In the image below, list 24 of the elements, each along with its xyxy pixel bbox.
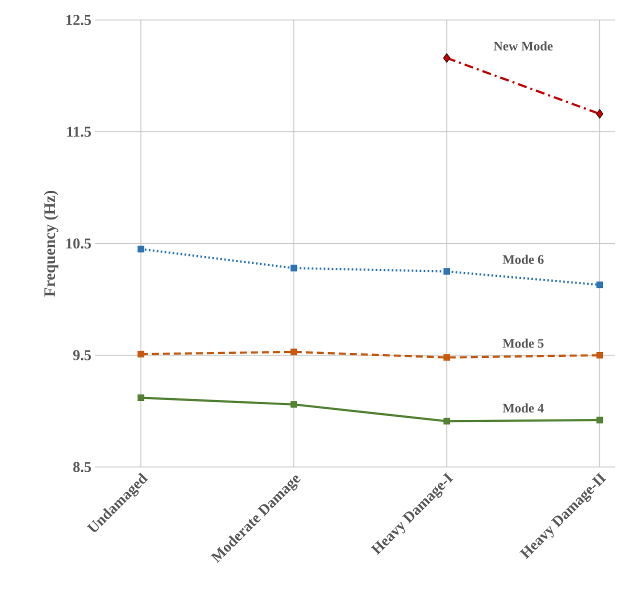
point: [443, 354, 450, 361]
y-tick-label: 12.5: [66, 14, 91, 26]
point: [596, 416, 604, 424]
point: [443, 53, 450, 63]
series-label: Mode 6: [502, 254, 544, 264]
y-tick-label: 11.5: [67, 126, 91, 137]
point: [596, 352, 604, 359]
point: [290, 401, 298, 408]
y-tick-label: 10.5: [66, 238, 91, 249]
y-tick-label: 9.5: [73, 350, 91, 360]
point: [596, 282, 604, 288]
point: [596, 109, 604, 119]
point: [443, 268, 450, 275]
point: [138, 394, 144, 402]
point: [138, 350, 144, 358]
y-tick-label: 8.5: [73, 462, 91, 472]
point: [138, 246, 144, 252]
series-label: Mode 4: [502, 403, 544, 413]
point: [443, 418, 450, 424]
point: [290, 264, 298, 272]
series-label: New Mode: [494, 41, 553, 50]
y-axis-title: Frequency (Hz): [44, 190, 58, 297]
point: [290, 348, 298, 356]
series-label: Mode 5: [502, 338, 544, 348]
